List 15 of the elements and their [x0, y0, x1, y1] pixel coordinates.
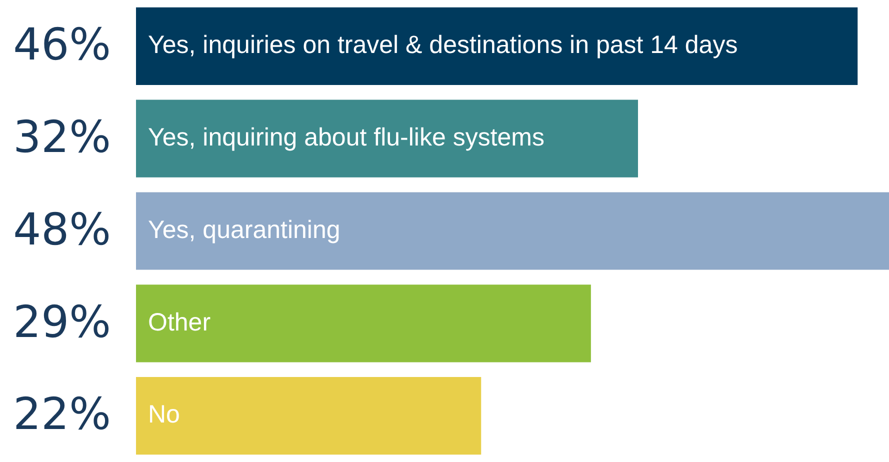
bar	[136, 284, 591, 362]
y-tick-label: No	[148, 400, 180, 429]
bar	[136, 192, 889, 270]
data-label: 22%	[13, 389, 111, 440]
data-label: 48%	[13, 204, 111, 256]
data-label: 29%	[13, 296, 111, 348]
y-tick-label: Yes, inquiries on travel & destinations in past 14 days	[148, 31, 738, 60]
bar	[136, 100, 638, 178]
y-tick-label: Yes, quarantining	[148, 216, 340, 244]
y-tick-label: Other	[148, 308, 211, 336]
bar	[136, 376, 482, 455]
data-label: 46%	[13, 20, 111, 71]
data-label: 32%	[13, 112, 111, 164]
bar	[136, 7, 858, 86]
y-tick-label: Yes, inquiring about flu-like systems	[148, 123, 544, 152]
